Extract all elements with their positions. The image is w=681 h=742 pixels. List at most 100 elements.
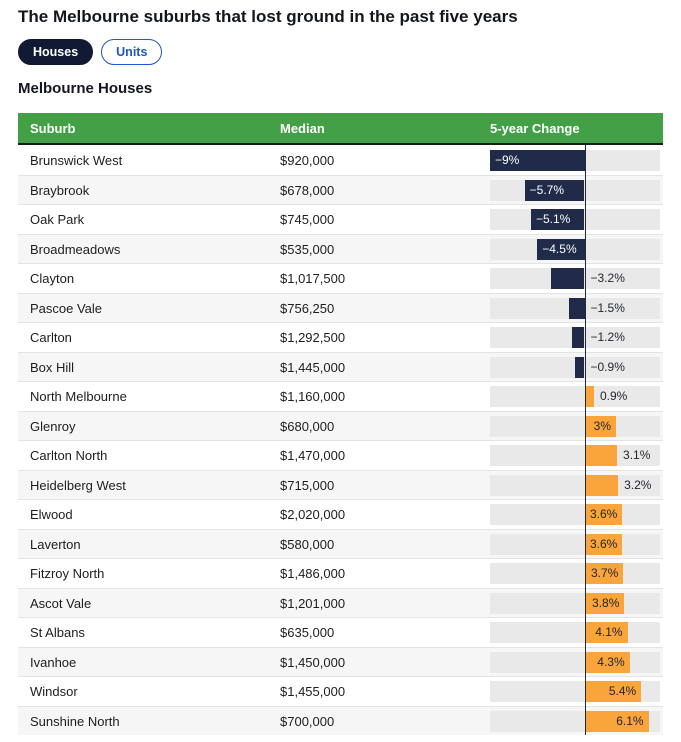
table-row: Brunswick West $920,000 −9% — [18, 145, 663, 175]
change-bar — [584, 681, 642, 703]
change-bar — [584, 415, 616, 437]
change-bar-track: 5.4% — [490, 681, 660, 703]
suburb-cell: Box Hill — [30, 359, 75, 375]
table-row: Sunshine North $700,000 6.1% — [18, 705, 663, 736]
change-bar-track: −5.7% — [490, 179, 660, 201]
change-cell: 5.4% — [490, 681, 663, 703]
change-bar-track: 4.1% — [490, 622, 660, 644]
table-row: Oak Park $745,000 −5.1% — [18, 204, 663, 234]
median-cell: $635,000 — [280, 625, 335, 641]
change-bar-track: −0.9% — [490, 356, 660, 378]
change-bar-track: 0.9% — [490, 386, 660, 408]
change-bar — [550, 268, 585, 290]
change-label: −1.5% — [590, 300, 625, 315]
median-cell: $1,445,000 — [280, 359, 346, 375]
table-row: Elwood $2,020,000 3.6% — [18, 499, 663, 529]
table-row: Ascot Vale $1,201,000 3.8% — [18, 587, 663, 618]
change-bar-track: 3% — [490, 415, 660, 437]
change-label: −1.2% — [590, 330, 625, 345]
median-cell: $1,450,000 — [280, 654, 346, 670]
change-bar-track: −1.5% — [490, 297, 660, 319]
change-cell: −4.5% — [490, 238, 663, 260]
suburb-cell: Oak Park — [30, 212, 85, 228]
change-bar-track: −5.1% — [490, 209, 660, 231]
change-bar — [568, 297, 585, 319]
change-bar — [584, 386, 594, 408]
change-bar-track: 3.6% — [490, 504, 660, 526]
change-label: 3.6% — [589, 536, 618, 551]
suburb-cell: Windsor — [30, 684, 78, 700]
change-bar — [584, 445, 618, 467]
change-bar — [537, 238, 585, 260]
change-label: −5.7% — [529, 182, 564, 197]
suburb-cell: Pascoe Vale — [30, 300, 103, 316]
table-row: Glenroy $680,000 3% — [18, 410, 663, 441]
view-toggle: Houses Units — [18, 39, 663, 66]
change-bar-track: −9% — [490, 149, 660, 171]
change-cell: 4.3% — [490, 651, 663, 673]
median-cell: $535,000 — [280, 241, 335, 257]
suburb-cell: Sunshine North — [30, 713, 120, 729]
suburb-cell: Carlton North — [30, 448, 108, 464]
table-row: Pascoe Vale $756,250 −1.5% — [18, 292, 663, 323]
table-row: Carlton $1,292,500 −1.2% — [18, 322, 663, 352]
table-row: St Albans $635,000 4.1% — [18, 617, 663, 647]
table-row: Carlton North $1,470,000 3.1% — [18, 440, 663, 470]
median-cell: $756,250 — [280, 300, 335, 316]
change-bar — [584, 592, 625, 614]
change-cell: 3.7% — [490, 563, 663, 585]
change-cell: 3% — [490, 415, 663, 437]
change-label: 4.3% — [597, 654, 625, 669]
change-bar — [530, 209, 585, 231]
table-row: Fitzroy North $1,486,000 3.7% — [18, 558, 663, 588]
median-cell: $700,000 — [280, 713, 335, 729]
change-label: 3.2% — [624, 477, 652, 492]
suburb-cell: Brunswick West — [30, 152, 123, 168]
header-cell-change: 5-year Change — [490, 120, 580, 136]
change-label: 6.1% — [616, 713, 644, 728]
change-bar-track: −3.2% — [490, 268, 660, 290]
suburb-cell: Clayton — [30, 271, 75, 287]
header-cell-median: Median — [280, 120, 325, 136]
change-cell: −0.9% — [490, 356, 663, 378]
table-row: Broadmeadows $535,000 −4.5% — [18, 233, 663, 264]
median-cell: $1,160,000 — [280, 389, 346, 405]
change-label: 4.1% — [595, 625, 623, 640]
suburb-cell: Fitzroy North — [30, 566, 105, 582]
suburb-cell: Ivanhoe — [30, 654, 77, 670]
change-cell: −1.2% — [490, 327, 663, 349]
suburb-cell: Glenroy — [30, 418, 76, 434]
change-bar-track: 3.7% — [490, 563, 660, 585]
change-cell: −5.7% — [490, 179, 663, 201]
change-label: 0.9% — [599, 389, 628, 404]
suburb-cell: Carlton — [30, 330, 72, 346]
change-cell: 3.1% — [490, 445, 663, 467]
change-cell: 3.2% — [490, 474, 663, 496]
change-bar — [524, 179, 585, 201]
zero-axis-line — [584, 145, 586, 736]
suburb-cell: North Melbourne — [30, 389, 127, 405]
change-bar — [584, 651, 630, 673]
change-bar-track: 3.6% — [490, 533, 660, 555]
change-cell: 0.9% — [490, 386, 663, 408]
change-label: −9% — [495, 152, 520, 167]
change-label: −4.5% — [542, 241, 577, 256]
units-toggle-button[interactable]: Units — [101, 39, 163, 66]
change-bar-track: 3.8% — [490, 592, 660, 614]
change-bar — [571, 327, 585, 349]
table-row: Ivanhoe $1,450,000 4.3% — [18, 646, 663, 677]
page-title: The Melbourne suburbs that lost ground i… — [18, 7, 518, 26]
change-label: 3.8% — [592, 595, 620, 610]
change-bar — [490, 149, 585, 171]
change-bar — [584, 710, 649, 732]
median-cell: $680,000 — [280, 418, 335, 434]
table-row: North Melbourne $1,160,000 0.9% — [18, 381, 663, 411]
houses-toggle-button[interactable]: Houses — [18, 39, 94, 66]
median-cell: $1,455,000 — [280, 684, 346, 700]
median-cell: $678,000 — [280, 182, 335, 198]
suburb-cell: Elwood — [30, 507, 73, 523]
change-label: 3.6% — [589, 507, 618, 522]
median-cell: $580,000 — [280, 536, 335, 552]
table-row: Laverton $580,000 3.6% — [18, 528, 663, 559]
